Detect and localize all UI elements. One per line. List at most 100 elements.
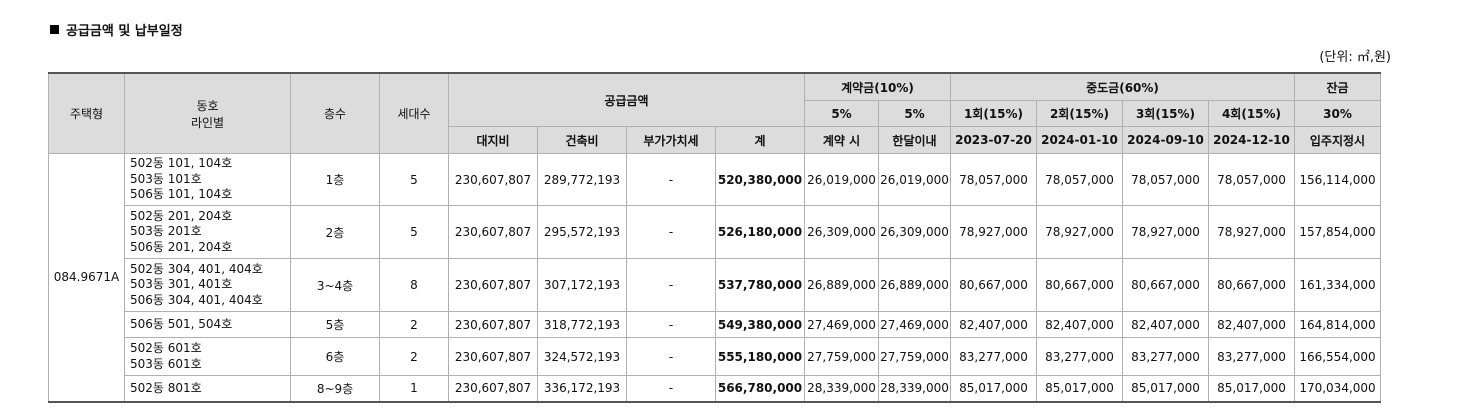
land-cell: 230,607,807 bbox=[448, 205, 538, 259]
floor-cell: 5층 bbox=[290, 311, 380, 338]
dong-line: 503동 101호 bbox=[130, 171, 202, 186]
header-deposit-time-1: 계약 시 bbox=[804, 126, 879, 154]
land-cell: 230,607,807 bbox=[448, 337, 538, 376]
building-cell: 307,172,193 bbox=[537, 258, 627, 312]
households-cell: 2 bbox=[379, 311, 449, 338]
deposit-2-cell: 27,759,000 bbox=[878, 337, 951, 376]
vat-cell: - bbox=[626, 311, 716, 338]
dong-line-cell: 502동 304, 401, 404호 503동 301, 401호 506동 … bbox=[124, 258, 291, 312]
header-house-type: 주택형 bbox=[48, 72, 125, 154]
header-deposit: 계약금(10%) bbox=[804, 72, 951, 101]
middle-4-cell: 80,667,000 bbox=[1208, 258, 1295, 312]
header-households: 세대수 bbox=[379, 72, 449, 154]
table-row: 502동 201, 204호 503동 201호 506동 201, 204호 … bbox=[49, 205, 1381, 259]
floor-cell: 8~9층 bbox=[290, 375, 380, 402]
vat-cell: - bbox=[626, 258, 716, 312]
header-balance-pct: 30% bbox=[1294, 100, 1381, 127]
dong-line: 506동 101, 104호 bbox=[130, 187, 233, 202]
header-deposit-time-2: 한달이내 bbox=[878, 126, 951, 154]
land-cell: 230,607,807 bbox=[448, 311, 538, 338]
dong-line: 502동 201, 204호 bbox=[130, 208, 233, 223]
header-total: 계 bbox=[715, 126, 805, 154]
square-bullet-icon bbox=[50, 25, 59, 34]
total-cell: 555,180,000 bbox=[715, 337, 805, 376]
deposit-2-cell: 28,339,000 bbox=[878, 375, 951, 402]
households-cell: 5 bbox=[379, 205, 449, 259]
dong-line: 506동 304, 401, 404호 bbox=[130, 292, 263, 307]
middle-1-cell: 78,927,000 bbox=[950, 205, 1037, 259]
land-cell: 230,607,807 bbox=[448, 258, 538, 312]
land-cell: 230,607,807 bbox=[448, 375, 538, 402]
header-middle-1: 1회(15%) bbox=[950, 100, 1037, 127]
deposit-2-cell: 26,889,000 bbox=[878, 258, 951, 312]
dong-line-cell: 506동 501, 504호 bbox=[124, 311, 291, 338]
table-row: 502동 601호 503동 601호 6층 2 230,607,807 324… bbox=[49, 337, 1381, 376]
dong-line: 502동 101, 104호 bbox=[130, 156, 233, 171]
balance-cell: 156,114,000 bbox=[1294, 153, 1381, 206]
header-balance-time: 입주지정시 bbox=[1294, 126, 1381, 154]
vat-cell: - bbox=[626, 205, 716, 259]
dong-line-cell: 502동 801호 bbox=[124, 375, 291, 402]
floor-cell: 2층 bbox=[290, 205, 380, 259]
header-middle-3: 3회(15%) bbox=[1122, 100, 1209, 127]
header-floor: 층수 bbox=[290, 72, 380, 154]
building-cell: 318,772,193 bbox=[537, 311, 627, 338]
header-middle-2: 2회(15%) bbox=[1036, 100, 1123, 127]
deposit-1-cell: 26,019,000 bbox=[804, 153, 879, 206]
header-dong-line-2: 라인별 bbox=[190, 115, 225, 130]
header-balance: 잔금 bbox=[1294, 72, 1381, 101]
balance-cell: 166,554,000 bbox=[1294, 337, 1381, 376]
dong-line-cell: 502동 101, 104호 503동 101호 506동 101, 104호 bbox=[124, 153, 291, 206]
middle-1-cell: 82,407,000 bbox=[950, 311, 1037, 338]
table-row: 502동 304, 401, 404호 503동 301, 401호 506동 … bbox=[49, 258, 1381, 312]
middle-2-cell: 82,407,000 bbox=[1036, 311, 1123, 338]
header-deposit-pct-2: 5% bbox=[878, 100, 951, 127]
deposit-1-cell: 27,759,000 bbox=[804, 337, 879, 376]
header-middle-payment: 중도금(60%) bbox=[950, 72, 1295, 101]
deposit-2-cell: 26,309,000 bbox=[878, 205, 951, 259]
header-supply-price: 공급금액 bbox=[448, 72, 805, 127]
dong-line: 502동 801호 bbox=[130, 380, 202, 395]
total-cell: 526,180,000 bbox=[715, 205, 805, 259]
balance-cell: 170,034,000 bbox=[1294, 375, 1381, 402]
households-cell: 5 bbox=[379, 153, 449, 206]
dong-line: 503동 601호 bbox=[130, 356, 202, 371]
section-title-text: 공급금액 및 납부일정 bbox=[66, 24, 183, 39]
header-building: 건축비 bbox=[537, 126, 627, 154]
deposit-2-cell: 26,019,000 bbox=[878, 153, 951, 206]
middle-3-cell: 80,667,000 bbox=[1122, 258, 1209, 312]
middle-4-cell: 78,057,000 bbox=[1208, 153, 1295, 206]
header-middle-date-1: 2023-07-20 bbox=[950, 126, 1037, 154]
middle-2-cell: 80,667,000 bbox=[1036, 258, 1123, 312]
vat-cell: - bbox=[626, 375, 716, 402]
middle-4-cell: 83,277,000 bbox=[1208, 337, 1295, 376]
middle-1-cell: 80,667,000 bbox=[950, 258, 1037, 312]
deposit-1-cell: 27,469,000 bbox=[804, 311, 879, 338]
dong-line: 506동 501, 504호 bbox=[130, 316, 233, 331]
header-dong-line: 동호 라인별 bbox=[124, 72, 291, 154]
middle-1-cell: 85,017,000 bbox=[950, 375, 1037, 402]
households-cell: 2 bbox=[379, 337, 449, 376]
total-cell: 520,380,000 bbox=[715, 153, 805, 206]
dong-line: 503동 201호 bbox=[130, 224, 202, 239]
total-cell: 537,780,000 bbox=[715, 258, 805, 312]
dong-line: 502동 601호 bbox=[130, 341, 202, 355]
table-row: 084.9671A 502동 101, 104호 503동 101호 506동 … bbox=[48, 153, 1381, 402]
total-cell: 566,780,000 bbox=[715, 375, 805, 402]
header-dong-line-1: 동호 bbox=[196, 98, 219, 113]
floor-cell: 3~4층 bbox=[290, 258, 380, 312]
dong-line: 503동 301, 401호 bbox=[130, 277, 233, 292]
house-type-cell: 084.9671A bbox=[48, 153, 125, 402]
middle-4-cell: 85,017,000 bbox=[1208, 375, 1295, 402]
building-cell: 295,572,193 bbox=[537, 205, 627, 259]
middle-2-cell: 78,057,000 bbox=[1036, 153, 1123, 206]
supply-price-table: 주택형 동호 라인별 층수 세대수 공급금액 계약금(10%) 중도금(60%)… bbox=[48, 72, 1381, 403]
header-deposit-pct-1: 5% bbox=[804, 100, 879, 127]
middle-3-cell: 78,927,000 bbox=[1122, 205, 1209, 259]
balance-cell: 157,854,000 bbox=[1294, 205, 1381, 259]
balance-cell: 161,334,000 bbox=[1294, 258, 1381, 312]
deposit-1-cell: 26,309,000 bbox=[804, 205, 879, 259]
middle-4-cell: 78,927,000 bbox=[1208, 205, 1295, 259]
deposit-2-cell: 27,469,000 bbox=[878, 311, 951, 338]
header-middle-date-3: 2024-09-10 bbox=[1122, 126, 1209, 154]
